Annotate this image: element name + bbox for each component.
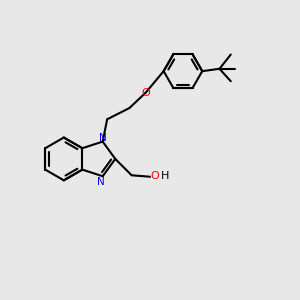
- Text: N: N: [99, 133, 106, 143]
- Text: N: N: [97, 177, 105, 187]
- Text: O: O: [151, 171, 159, 181]
- Text: O: O: [141, 88, 150, 98]
- Text: H: H: [160, 171, 169, 181]
